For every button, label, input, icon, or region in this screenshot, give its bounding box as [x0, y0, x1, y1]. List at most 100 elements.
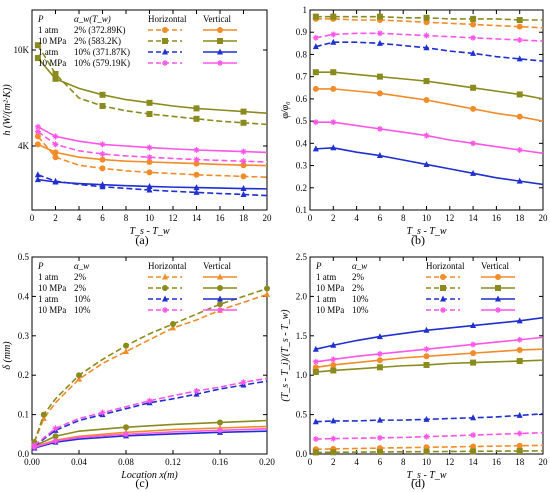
data-point: [423, 448, 430, 455]
panel-label-d: (d): [411, 476, 425, 490]
y-tick-label: 0.0: [18, 449, 30, 459]
x-tick-label: 10: [145, 213, 155, 223]
legend-marker: [217, 48, 223, 55]
x-tick-label: 2: [331, 213, 336, 223]
x-tick-label: 8: [124, 213, 129, 223]
series-line-blue-horizontal: [315, 413, 544, 423]
data-point: [470, 359, 477, 366]
x-tick-label: 0.00: [24, 457, 40, 467]
legend-marker: [162, 48, 168, 55]
legend-marker: [495, 285, 501, 291]
series-line-magenta-horizontal: [315, 431, 544, 440]
data-point: [470, 341, 477, 348]
panel-label-c: (c): [135, 476, 148, 490]
data-point: [123, 342, 129, 349]
data-point: [312, 13, 319, 20]
series-line-blue-vertical: [315, 316, 544, 350]
x-tick-label: 20: [539, 213, 549, 223]
data-point: [264, 285, 270, 292]
data-point: [312, 119, 319, 126]
data-point: [99, 165, 106, 172]
legend-marker: [217, 295, 223, 302]
data-point: [470, 432, 477, 439]
data-point: [146, 99, 153, 106]
y-tick-label: 1.0: [296, 370, 308, 380]
data-point: [312, 358, 319, 365]
legend-marker: [162, 273, 168, 280]
data-point: [99, 151, 106, 157]
x-tick-label: 20: [263, 213, 273, 223]
y-tick-label: 1.5: [296, 331, 308, 341]
y-tick-label: 0.5: [18, 252, 30, 262]
data-point: [423, 353, 430, 360]
data-point: [40, 411, 47, 418]
x-tick-label: 14: [192, 213, 202, 223]
data-point: [376, 448, 383, 455]
legend-marker: [440, 274, 446, 280]
y-tick-label: 2.0: [296, 291, 308, 301]
legend-pressure: 10 MPa: [38, 283, 66, 293]
data-point: [123, 431, 129, 438]
x-tick-label: 12: [169, 213, 178, 223]
data-point: [146, 154, 153, 161]
x-tick-label: 0.08: [118, 457, 134, 467]
data-point: [470, 414, 477, 421]
x-tick-label: 10: [422, 457, 432, 467]
data-point: [52, 149, 59, 156]
data-point: [99, 141, 106, 148]
data-point: [52, 154, 59, 161]
data-point: [312, 369, 319, 376]
legend-pressure: 1 atm: [38, 272, 58, 282]
data-point: [240, 119, 247, 126]
data-point: [330, 38, 337, 45]
data-point: [312, 145, 319, 152]
legend-pressure: 1 atm: [38, 25, 58, 35]
data-point: [516, 442, 523, 449]
data-point: [31, 444, 38, 451]
data-point: [312, 345, 319, 352]
data-point: [240, 173, 247, 180]
legend-pressure: 10 MPa: [316, 283, 344, 293]
data-point: [330, 13, 337, 20]
panel-c: 0.00 0.04 0.08 0.12 0.16 0.20 0.0 0.1 0.2 0.3 0.4 0…: [2, 252, 275, 481]
data-point: [312, 43, 319, 50]
data-point: [516, 113, 523, 120]
data-point: [99, 409, 106, 416]
data-point: [330, 31, 337, 38]
x-tick-label: 0: [308, 457, 313, 467]
legend-header: P: [315, 261, 322, 271]
data-point: [423, 44, 430, 51]
data-point: [516, 177, 523, 184]
x-tick-label: 16: [492, 213, 502, 223]
x-tick-label: 0: [308, 213, 313, 223]
series-line-orange-horizontal: [33, 293, 268, 443]
data-point: [52, 177, 59, 184]
series-line-blue-horizontal: [33, 380, 268, 447]
data-point: [516, 17, 523, 23]
data-point: [193, 105, 200, 112]
data-point: [423, 78, 430, 85]
data-point: [193, 156, 200, 163]
data-point: [34, 128, 41, 135]
legend-alpha: 10%: [74, 305, 91, 315]
legend-marker: [217, 285, 223, 291]
data-point: [470, 84, 477, 91]
data-point: [516, 55, 523, 62]
x-tick-label: 12: [445, 213, 454, 223]
data-point: [146, 397, 153, 404]
data-point: [193, 147, 200, 153]
legend-marker: [217, 60, 223, 66]
y-tick-label: 1: [303, 5, 308, 15]
x-tick-label: 6: [378, 213, 383, 223]
data-point: [423, 14, 430, 21]
legend-pressure: 10 MPa: [38, 305, 66, 315]
data-point: [470, 15, 477, 22]
data-point: [423, 160, 430, 167]
legend-marker: [495, 274, 501, 280]
data-point: [423, 346, 430, 353]
data-point: [34, 42, 41, 49]
legend-marker: [217, 27, 223, 33]
data-point: [99, 183, 106, 190]
x-tick-label: 6: [100, 213, 105, 223]
data-point: [193, 188, 200, 195]
